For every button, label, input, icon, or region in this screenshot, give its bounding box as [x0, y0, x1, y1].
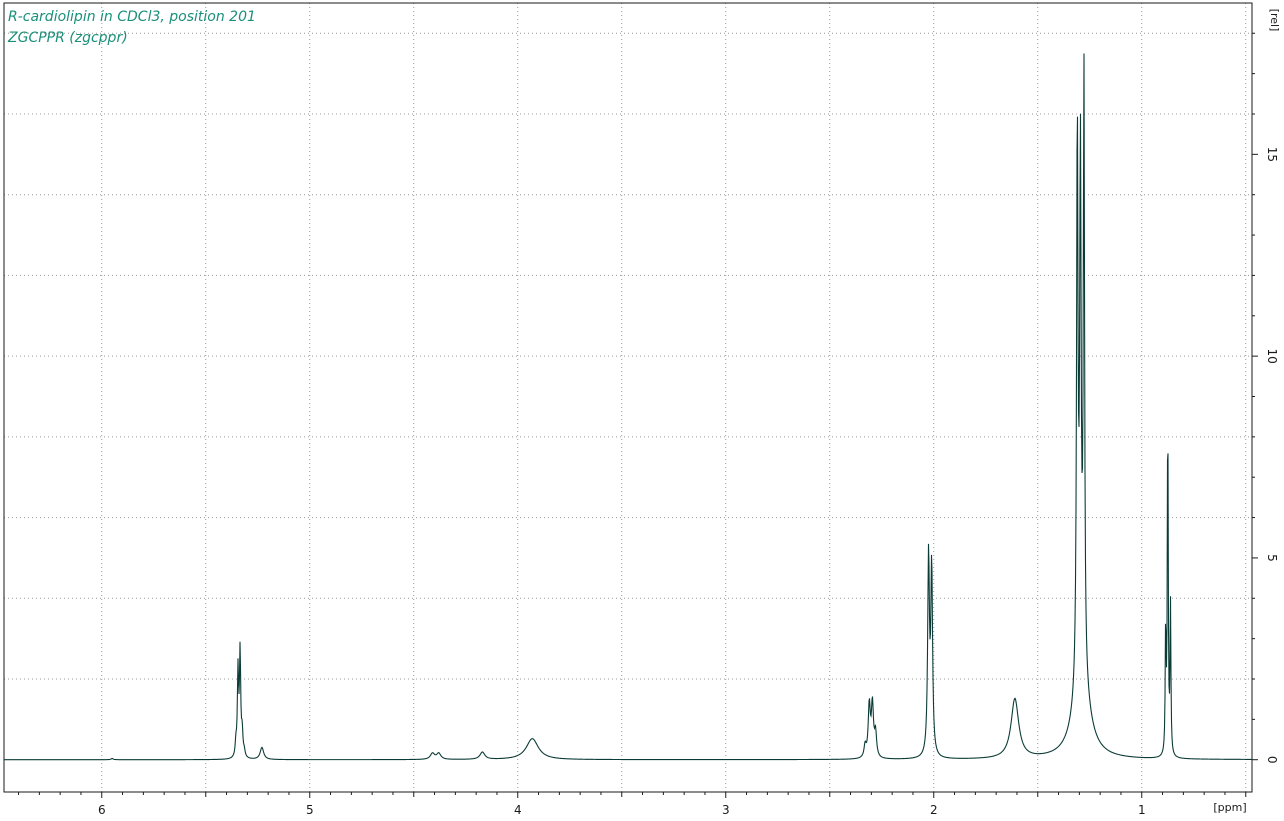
spectrum-trace	[4, 53, 1252, 761]
spectrum-title: R-cardiolipin in CDCl3, position 201	[8, 9, 256, 25]
x-tick-label: 4	[514, 803, 522, 817]
y-tick-label: 15	[1265, 147, 1279, 162]
x-axis-label: [ppm]	[1213, 801, 1246, 814]
y-axis-label: [rel]	[1268, 9, 1281, 32]
x-tick-label: 1	[1138, 803, 1146, 817]
pulse-program-label: ZGCPPR (zgcppr)	[7, 30, 128, 46]
y-tick-label: 10	[1265, 348, 1279, 363]
x-axis: 6 5 4 3 2 1	[18, 792, 1247, 817]
y-axis: 0 5 10 15	[1252, 32, 1279, 764]
plot-frame	[3, 2, 1253, 793]
y-tick-label: 0	[1265, 756, 1279, 764]
x-tick-label: 5	[306, 803, 314, 817]
x-tick-label: 2	[930, 803, 938, 817]
grid	[4, 3, 1252, 792]
y-tick-label: 5	[1265, 554, 1279, 562]
x-tick-label: 6	[98, 803, 106, 817]
x-tick-label: 3	[722, 803, 730, 817]
